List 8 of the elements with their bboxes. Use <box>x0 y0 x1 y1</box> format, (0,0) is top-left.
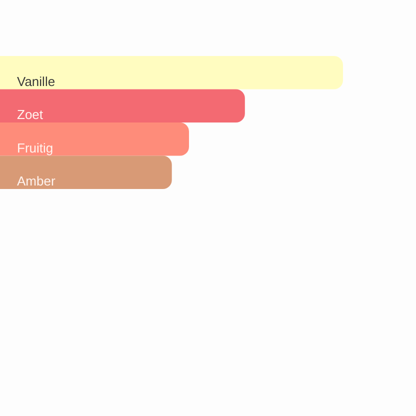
y-tick-label: Vanille <box>17 74 56 89</box>
y-tick-label: Zoet <box>17 107 44 122</box>
bar <box>0 56 343 90</box>
bar <box>0 156 172 189</box>
bar <box>0 89 245 122</box>
bar <box>0 122 189 156</box>
y-tick-label: Fruitig <box>17 140 54 156</box>
y-tick-label: Amber <box>17 174 56 189</box>
